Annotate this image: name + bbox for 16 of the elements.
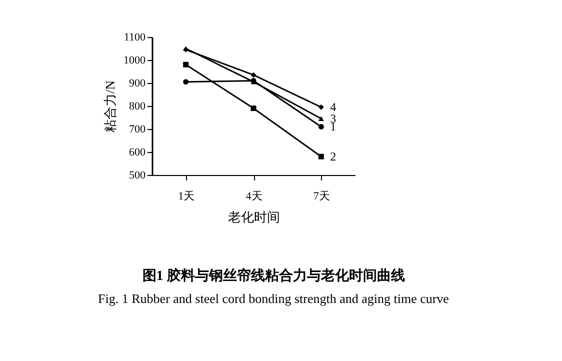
- y-tick-label: 1100: [124, 32, 146, 44]
- x-axis-title: 老化时间: [228, 210, 280, 224]
- x-tick-label: 1天: [178, 190, 195, 202]
- y-tick-label: 600: [129, 146, 146, 158]
- y-tick-label: 700: [129, 124, 146, 136]
- text: 图1 胶料与钢丝帘线粘合力与老化时间曲线: [142, 267, 405, 284]
- x-tick-label: 4天: [246, 190, 262, 202]
- y-tick-label: 500: [129, 170, 146, 182]
- y-axis-title: 粘合力/N: [102, 80, 118, 132]
- x-tick-label: 7天: [313, 190, 330, 202]
- text: Fig. 1 Rubber and steel cord bonding strength and aging time curve: [98, 291, 450, 306]
- y-tick-label: 900: [129, 78, 146, 90]
- series-label: 2: [330, 150, 336, 164]
- y-tick-label: 1000: [124, 54, 146, 66]
- y-tick-label: 800: [129, 100, 146, 112]
- series-label: 4: [330, 100, 336, 114]
